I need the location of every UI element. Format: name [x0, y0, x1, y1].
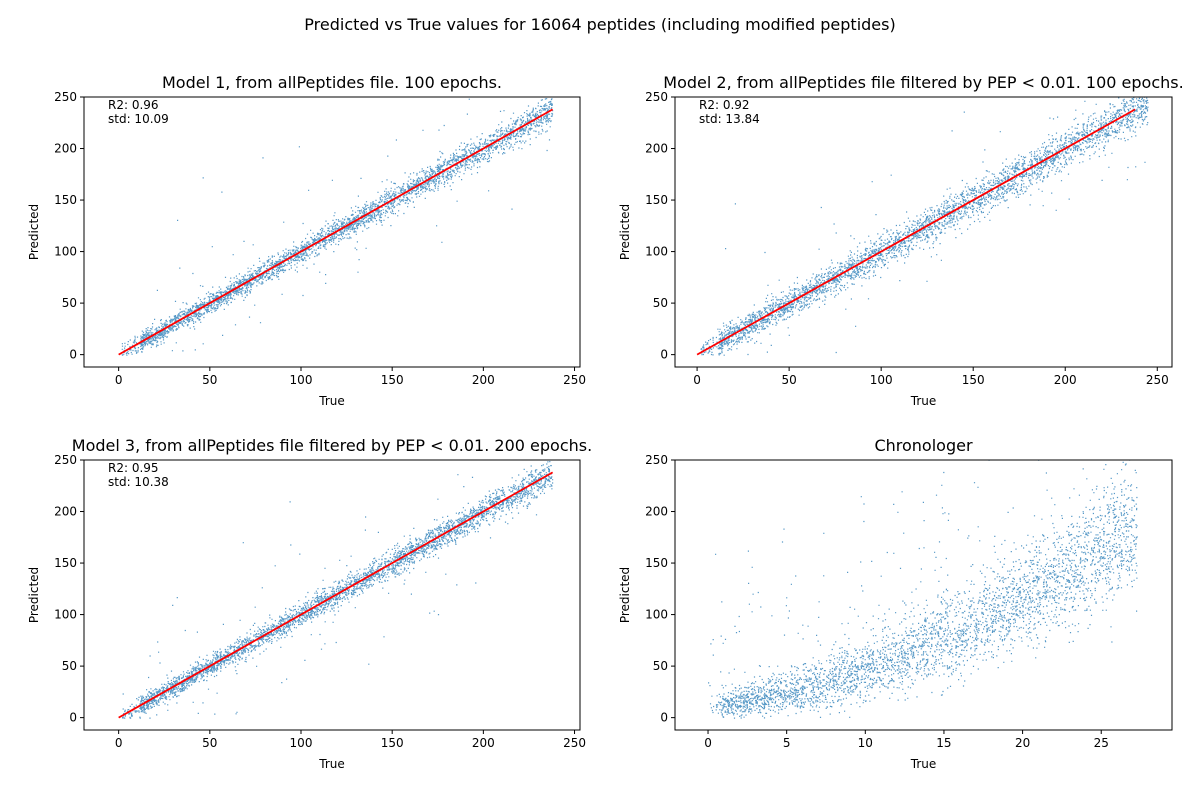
std-annotation: std: 10.38 — [108, 475, 169, 489]
x-tick-label: 50 — [202, 373, 217, 387]
y-tick-label: 150 — [54, 556, 77, 570]
y-tick-label: 250 — [54, 453, 77, 467]
y-tick-label: 100 — [54, 245, 77, 259]
y-tick-label: 50 — [62, 296, 77, 310]
x-axis-label: True — [910, 757, 937, 771]
x-tick-label: 250 — [563, 373, 586, 387]
y-tick-label: 250 — [54, 90, 77, 104]
y-tick-label: 50 — [653, 296, 668, 310]
x-tick-label: 150 — [962, 373, 985, 387]
y-tick-label: 250 — [645, 453, 668, 467]
x-tick-label: 250 — [1146, 373, 1169, 387]
subplot-title: Model 2, from allPeptides file filtered … — [663, 73, 1183, 92]
x-tick-label: 200 — [1054, 373, 1077, 387]
y-tick-label: 100 — [645, 245, 668, 259]
scatter-points — [122, 460, 554, 719]
y-tick-label: 0 — [69, 348, 77, 362]
y-axis-label: Predicted — [27, 204, 41, 260]
subplot-4: 0 5 10 15 20 25050100150200250ChronologerTrue… — [618, 436, 1173, 771]
fit-line — [696, 108, 1136, 356]
x-tick-label: 100 — [290, 373, 313, 387]
y-tick-label: 0 — [69, 711, 77, 725]
x-tick-label: 10 — [858, 736, 873, 750]
y-tick-label: 200 — [54, 505, 77, 519]
plot-frame — [674, 459, 1173, 731]
x-tick-label: 25 — [1094, 736, 1109, 750]
y-tick-label: 200 — [645, 505, 668, 519]
x-tick-label: 100 — [290, 736, 313, 750]
subplot-1: 0 50 100 150 200 250 0 50 100 150 200 250 Model 1, f… — [27, 73, 586, 408]
subplot-title: Model 1, from allPeptides file. 100 epoc… — [162, 73, 502, 92]
x-tick-label: 200 — [472, 373, 495, 387]
subplot-title: Chronologer — [874, 436, 972, 455]
r2-annotation: R2: 0.92 — [699, 98, 750, 112]
y-tick-label: 100 — [54, 608, 77, 622]
plot-frame — [83, 96, 581, 368]
y-tick-label: 200 — [54, 142, 77, 156]
y-axis-label: Predicted — [27, 567, 41, 623]
x-tick-label: 0 — [704, 736, 712, 750]
y-tick-label: 0 — [660, 348, 668, 362]
y-tick-label: 0 — [660, 711, 668, 725]
r2-annotation: R2: 0.95 — [108, 461, 159, 475]
y-tick-label: 50 — [62, 659, 77, 673]
y-tick-label: 150 — [645, 556, 668, 570]
scatter-cloud — [121, 97, 554, 356]
x-tick-label: 50 — [781, 373, 796, 387]
x-axis-label: True — [318, 394, 345, 408]
x-tick-label: 5 — [783, 736, 791, 750]
y-axis-label: Predicted — [618, 567, 632, 623]
figure-suptitle: Predicted vs True values for 16064 pepti… — [304, 15, 895, 34]
plot-frame — [674, 96, 1173, 368]
std-annotation: std: 13.84 — [699, 112, 760, 126]
x-tick-label: 250 — [563, 736, 586, 750]
scatter-cloud — [700, 97, 1149, 356]
x-tick-label: 20 — [1015, 736, 1030, 750]
y-tick-label: 150 — [645, 193, 668, 207]
y-tick-label: 150 — [54, 193, 77, 207]
x-tick-label: 50 — [202, 736, 217, 750]
r2-annotation: R2: 0.96 — [108, 98, 159, 112]
scatter-points — [700, 97, 1149, 356]
x-tick-label: 150 — [381, 373, 404, 387]
fit-line — [118, 108, 554, 356]
x-axis-label: True — [318, 757, 345, 771]
x-tick-label: 0 — [115, 373, 123, 387]
y-tick-label: 200 — [645, 142, 668, 156]
y-tick-label: 250 — [645, 90, 668, 104]
y-axis-label: Predicted — [618, 204, 632, 260]
x-tick-label: 0 — [693, 373, 701, 387]
x-tick-label: 200 — [472, 736, 495, 750]
x-tick-label: 100 — [870, 373, 893, 387]
scatter-points — [121, 97, 554, 356]
std-annotation: std: 10.09 — [108, 112, 169, 126]
y-tick-label: 50 — [653, 659, 668, 673]
fit-line — [118, 471, 554, 719]
x-tick-label: 15 — [936, 736, 951, 750]
y-tick-label: 100 — [645, 608, 668, 622]
x-tick-label: 0 — [115, 736, 123, 750]
plot-frame — [83, 459, 581, 731]
scatter-cloud — [122, 460, 554, 719]
x-tick-label: 150 — [381, 736, 404, 750]
x-axis-label: True — [910, 394, 937, 408]
subplot-title: Model 3, from allPeptides file filtered … — [72, 436, 592, 455]
